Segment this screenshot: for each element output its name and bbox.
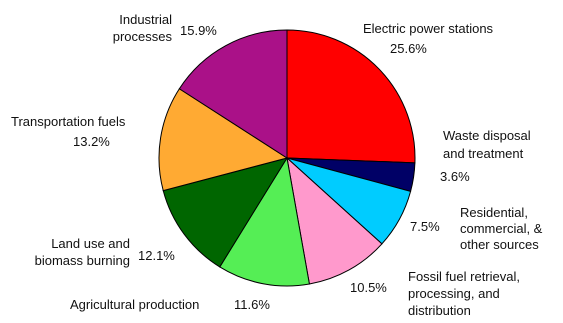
slice-label-fossil-fuel-retrieval-processing-and-distribution-line-3: distribution bbox=[408, 303, 471, 318]
slice-label-agricultural-production-line-1: Agricultural production bbox=[70, 297, 199, 312]
slice-label-waste-disposal-and-treatment-line-1: Waste disposal bbox=[443, 128, 531, 143]
slice-label-residential-commercial-other-sources-line-3: other sources bbox=[460, 237, 539, 252]
slice-label-industrial-processes-line-2: processes bbox=[113, 29, 173, 44]
slice-label-residential-commercial-other-sources-line-1: Residential, bbox=[460, 205, 528, 220]
slice-electric-power-stations bbox=[286, 29, 416, 164]
slice-label-land-use-and-biomass-burning-line-1: Land use and bbox=[51, 236, 130, 251]
slice-industrial-processes bbox=[178, 29, 288, 159]
slice-label-electric-power-stations-line-1: Electric power stations bbox=[363, 21, 494, 36]
slice-transportation-fuels bbox=[158, 88, 289, 192]
slice-value-land-use-and-biomass-burning: 12.1% bbox=[138, 248, 175, 263]
slice-value-electric-power-stations: 25.6% bbox=[390, 41, 427, 56]
slice-value-agricultural-production: 11.6% bbox=[234, 297, 270, 312]
slice-value-industrial-processes: 15.9% bbox=[180, 23, 217, 38]
slice-label-fossil-fuel-retrieval-processing-and-distribution-line-1: Fossil fuel retrieval, bbox=[408, 269, 520, 284]
slice-label-transportation-fuels-line-1: Transportation fuels bbox=[11, 114, 126, 129]
slice-label-land-use-and-biomass-burning-line-2: biomass burning bbox=[35, 253, 130, 268]
slice-value-transportation-fuels: 13.2% bbox=[73, 134, 110, 149]
slice-label-industrial-processes-line-1: Industrial bbox=[119, 12, 172, 27]
slice-value-waste-disposal-and-treatment: 3.6% bbox=[440, 169, 470, 184]
slice-label-residential-commercial-other-sources-line-2: commercial, & bbox=[460, 221, 543, 236]
slice-fossil-fuel-retrieval-processing-and-distribution bbox=[286, 156, 383, 285]
slice-label-fossil-fuel-retrieval-processing-and-distribution-line-2: processing, and bbox=[408, 286, 500, 301]
pie-slices bbox=[158, 29, 416, 287]
slice-agricultural-production bbox=[219, 156, 310, 287]
slice-land-use-and-biomass-burning bbox=[162, 157, 289, 268]
pie-labels: Electric power stations 25.6% Waste dispos… bbox=[11, 12, 543, 318]
slice-value-residential-commercial-other-sources: 7.5% bbox=[410, 219, 440, 234]
slice-value-fossil-fuel-retrieval-processing-and-distribution: 10.5% bbox=[350, 280, 387, 295]
slice-label-waste-disposal-and-treatment-line-2: and treatment bbox=[443, 146, 524, 161]
